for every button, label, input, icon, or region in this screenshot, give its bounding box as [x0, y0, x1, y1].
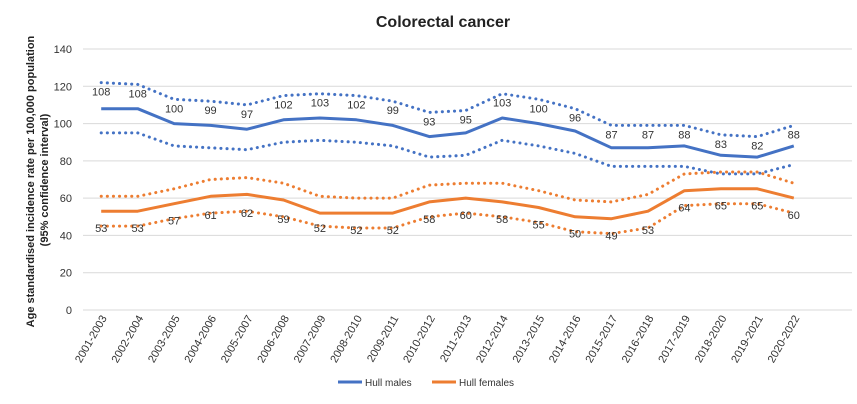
- hull-females-data-label: 61: [204, 210, 216, 222]
- x-tick-label: 2005-2007: [219, 314, 256, 366]
- hull-females-data-label: 59: [277, 214, 289, 226]
- x-tick-label: 2020-2022: [766, 314, 803, 366]
- hull-males-upper-ci-line: [99, 81, 796, 139]
- x-tick-label: 2012-2014: [474, 314, 511, 366]
- hull-males-data-label: 96: [569, 113, 581, 125]
- hull-males-line: [101, 107, 795, 159]
- y-tick-label: 60: [60, 193, 72, 205]
- x-tick-label: 2017-2019: [656, 314, 693, 366]
- hull-males-data-label: 88: [678, 129, 690, 141]
- hull-females-data-label: 53: [642, 225, 654, 237]
- y-tick-label: 20: [60, 268, 72, 280]
- hull-females-data-label: 50: [569, 229, 581, 241]
- hull-males-legend-label: Hull males: [365, 378, 412, 389]
- hull-females-data-label: 53: [95, 223, 107, 235]
- hull-males-data-label: 103: [493, 98, 511, 110]
- x-axis-ticks: 2001-2003 2002-2004 2003-2005 2004-2006 2005…: [73, 313, 802, 365]
- x-tick-label: 2014-2016: [547, 314, 584, 366]
- hull-males-data-label: 108: [128, 88, 146, 100]
- y-tick-label: 140: [54, 44, 72, 56]
- hull-males-data-label: 100: [529, 103, 547, 115]
- x-tick-label: 2003-2005: [146, 314, 183, 366]
- series-lines: [99, 81, 796, 236]
- y-axis-title-line2: (95% confidence interval): [39, 113, 51, 246]
- y-tick-label: 0: [66, 305, 72, 317]
- hull-males-data-label: 100: [165, 103, 183, 115]
- hull-males-data-label: 95: [460, 115, 472, 127]
- hull-males-data-label: 88: [788, 129, 800, 141]
- hull-females-line: [101, 187, 795, 221]
- x-tick-label: 2006-2008: [255, 314, 292, 366]
- y-tick-label: 40: [60, 230, 72, 242]
- hull-males-data-label: 83: [715, 139, 727, 151]
- y-axis-title-line1: Age standardised incidence rate per 100,…: [25, 35, 37, 327]
- hull-females-data-label: 53: [132, 223, 144, 235]
- y-axis-title: Age standardised incidence rate per 100,…: [25, 33, 51, 328]
- hull-males-data-label: 93: [423, 116, 435, 128]
- hull-females-upper-ci-line: [99, 170, 796, 204]
- legend: Hull males Hull females: [338, 378, 514, 389]
- hull-males-data-label: 87: [642, 129, 654, 141]
- hull-females-data-label: 57: [168, 216, 180, 228]
- x-tick-label: 2004-2006: [182, 314, 219, 366]
- hull-males-data-label: 99: [204, 105, 216, 117]
- y-tick-label: 100: [54, 119, 72, 131]
- hull-females-lower-ci-line: [99, 202, 796, 236]
- hull-females-data-label: 58: [423, 214, 435, 226]
- hull-males-data-label: 82: [751, 141, 763, 153]
- data-labels: 108 108 100 99 97 102 103 102 99 93 95 103 100 96 87 87…: [92, 87, 800, 243]
- hull-females-data-label: 65: [751, 201, 763, 213]
- hull-females-data-label: 64: [678, 203, 690, 215]
- hull-males-data-label: 108: [92, 87, 110, 99]
- x-tick-label: 2008-2010: [328, 314, 365, 366]
- x-tick-label: 2002-2004: [110, 314, 147, 366]
- chart-title: Colorectal cancer: [376, 14, 510, 31]
- hull-females-data-label: 49: [605, 231, 617, 243]
- x-tick-label: 2019-2021: [729, 314, 766, 366]
- hull-females-data-label: 60: [788, 210, 800, 222]
- hull-males-data-label: 102: [347, 100, 365, 112]
- hull-females-data-label: 55: [533, 219, 545, 231]
- hull-females-data-label: 65: [715, 201, 727, 213]
- y-tick-label: 80: [60, 156, 72, 168]
- hull-females-data-label: 62: [241, 208, 253, 220]
- hull-males-data-label: 97: [241, 109, 253, 121]
- hull-males-data-label: 102: [274, 100, 292, 112]
- hull-males-data-label: 103: [311, 98, 329, 110]
- hull-females-data-label: 52: [350, 225, 362, 237]
- hull-males-data-label: 99: [387, 105, 399, 117]
- gridlines: [83, 48, 852, 311]
- x-tick-label: 2016-2018: [620, 314, 657, 366]
- x-tick-label: 2001-2003: [73, 314, 110, 366]
- x-tick-label: 2015-2017: [583, 314, 620, 366]
- x-tick-label: 2007-2009: [292, 314, 329, 366]
- y-axis-ticks: 0 20 40 60 80 100 120 140: [54, 44, 72, 317]
- hull-females-legend-label: Hull females: [459, 378, 514, 389]
- hull-males-data-label: 87: [605, 129, 617, 141]
- hull-females-data-label: 52: [314, 223, 326, 235]
- x-tick-label: 2011-2013: [438, 313, 474, 364]
- x-tick-label: 2009-2011: [365, 314, 401, 365]
- hull-females-data-label: 58: [496, 214, 508, 226]
- x-tick-label: 2018-2020: [693, 314, 730, 366]
- hull-females-data-label: 60: [460, 210, 472, 222]
- x-tick-label: 2010-2012: [401, 314, 438, 366]
- hull-females-data-label: 52: [387, 225, 399, 237]
- y-tick-label: 120: [54, 81, 72, 93]
- x-tick-label: 2013-2015: [511, 314, 548, 366]
